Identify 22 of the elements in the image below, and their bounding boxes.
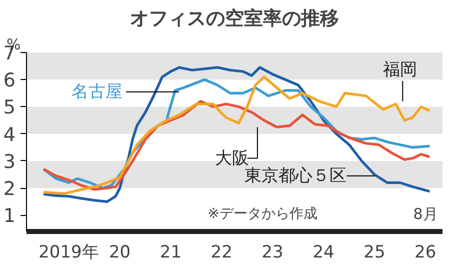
y-tick-label: 1 [3, 205, 16, 228]
line-series [42, 100, 431, 191]
y-tick-label: 2 [3, 178, 16, 200]
x-tick-label: 22 [210, 242, 232, 262]
y-tick-label: 4 [3, 124, 16, 146]
annotation: 8月 [413, 204, 438, 223]
x-tick-label: 23 [262, 242, 284, 262]
x-tick-label: 24 [312, 242, 334, 262]
x-tick-label: 21 [160, 242, 182, 262]
series-label: 福岡 [383, 60, 418, 80]
series-label: 東京都心５区 [244, 166, 347, 186]
series-label: 大阪 [214, 148, 249, 168]
y-tick-label: 3 [3, 150, 16, 173]
x-tick-label: 20 [108, 242, 131, 262]
text: 名古屋 [71, 82, 122, 102]
chart-title: オフィスの空室率の推移 [130, 8, 339, 30]
x-tick-label: 26 [414, 242, 436, 262]
y-tick-label: 6 [3, 70, 16, 92]
y-tick-label: 5 [3, 96, 16, 119]
x-tick-label: 25 [364, 242, 386, 262]
x-tick-label: 2019年 [38, 242, 99, 262]
annotation: ※データから作成 [208, 206, 318, 222]
